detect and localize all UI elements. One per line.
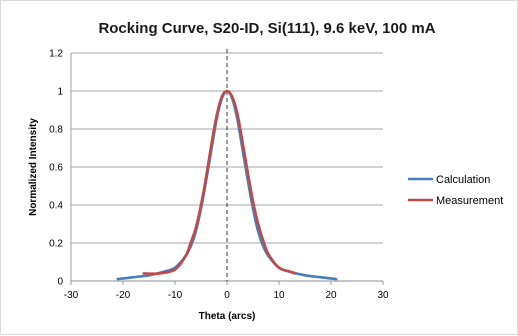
series-line-measurement [142, 89, 296, 275]
y-tick-label: 1 [57, 87, 63, 98]
legend-label-measurement: Measurement [436, 195, 503, 207]
chart-title: Rocking Curve, S20-ID, Si(111), 9.6 keV,… [98, 20, 435, 37]
x-axis-label: Theta (arcs) [199, 311, 256, 322]
x-tick-label: 0 [224, 290, 230, 301]
y-tick-label: 0.4 [49, 201, 63, 212]
y-tick-label: 0.6 [49, 163, 63, 174]
x-tick-label: -20 [116, 290, 131, 301]
x-tick-label: 20 [325, 290, 337, 301]
tick-labels: 0 0.2 0.4 0.6 0.8 1 1.2 -30 -20 -10 0 10 20 30 [49, 49, 389, 302]
y-axis-label: Normalized Intensity [28, 118, 39, 216]
axes [70, 49, 384, 285]
legend: Calculation Measurement [408, 174, 503, 207]
y-tick-label: 0.2 [49, 239, 63, 250]
x-tick-label: -10 [168, 290, 183, 301]
y-tick-label: 0.8 [49, 125, 63, 136]
x-tick-label: 30 [377, 290, 389, 301]
legend-label-calculation: Calculation [436, 174, 490, 186]
y-tick-label: 0 [57, 277, 63, 288]
x-tick-label: 10 [273, 290, 285, 301]
series-lines [116, 89, 338, 281]
y-tick-label: 1.2 [49, 49, 63, 60]
x-tick-label: -30 [64, 290, 79, 301]
